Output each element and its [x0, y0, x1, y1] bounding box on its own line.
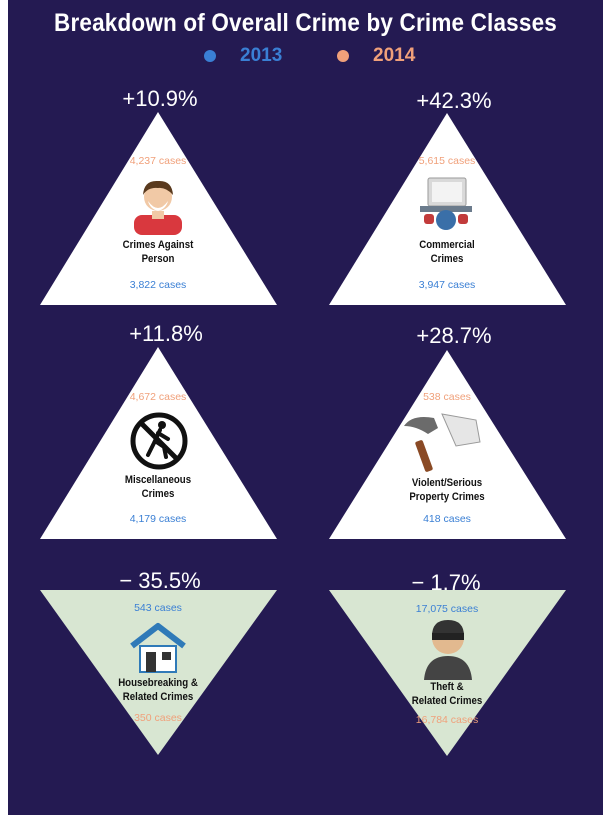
- cases-2013-crimes-against-person: 3,822 cases: [129, 279, 187, 291]
- category-line: Crimes: [430, 253, 464, 265]
- change-miscellaneous-crimes: +11.8%: [129, 321, 203, 346]
- triangle-violent-property-crimes: [329, 350, 566, 539]
- category-line: Crimes: [141, 488, 175, 500]
- person-icon: [134, 180, 182, 235]
- category-miscellaneous-crimes: Miscellaneous Crimes: [101, 473, 215, 501]
- category-line: Person: [141, 253, 175, 265]
- change-housebreaking-crimes: − 35.5%: [119, 568, 201, 593]
- change-commercial-crimes: +42.3%: [416, 88, 492, 113]
- category-line: Property Crimes: [409, 491, 485, 503]
- cases-2014-crimes-against-person: 4,237 cases: [129, 155, 187, 167]
- change-crimes-against-person: +10.9%: [122, 86, 198, 111]
- house-icon: [130, 623, 186, 673]
- category-line: Housebreaking &: [118, 677, 198, 689]
- cases-2014-violent-property-crimes: 538 cases: [423, 391, 471, 403]
- legend-label-2014: 2014: [373, 45, 416, 66]
- category-line: Violent/Serious: [411, 477, 483, 489]
- cases-2014-housebreaking-crimes: 350 cases: [134, 712, 182, 724]
- category-line: Commercial: [419, 239, 475, 251]
- legend-item-2014: 2014: [337, 44, 415, 68]
- change-violent-property-crimes: +28.7%: [416, 323, 492, 348]
- computer-desk-icon: [420, 177, 472, 230]
- cases-2013-commercial-crimes: 3,947 cases: [418, 279, 476, 291]
- category-line: Related Crimes: [122, 691, 194, 703]
- cases-2013-miscellaneous-crimes: 4,179 cases: [129, 513, 187, 525]
- category-line: Crimes Against: [122, 239, 194, 251]
- cases-2014-commercial-crimes: 5,615 cases: [418, 155, 476, 167]
- category-housebreaking-crimes: Housebreaking & Related Crimes: [101, 676, 215, 704]
- legend-dot-2013-icon: [204, 50, 216, 62]
- category-line: Related Crimes: [411, 695, 483, 707]
- no-walking-icon: [130, 412, 188, 470]
- cases-2013-housebreaking-crimes: 543 cases: [134, 602, 182, 614]
- category-theft-crimes: Theft & Related Crimes: [390, 680, 504, 708]
- cases-2013-theft-crimes: 17,075 cases: [415, 603, 479, 615]
- chart-title: Breakdown of Overall Crime by Crime Clas…: [54, 9, 557, 37]
- thief-icon: [424, 620, 472, 680]
- legend-dot-2014-icon: [337, 50, 349, 62]
- category-line: Theft &: [430, 681, 464, 693]
- category-violent-property-crimes: Violent/Serious Property Crimes: [390, 476, 504, 504]
- category-line: Miscellaneous: [124, 474, 192, 486]
- cases-2014-theft-crimes: 16,784 cases: [415, 714, 479, 726]
- category-commercial-crimes: Commercial Crimes: [390, 238, 504, 266]
- legend-item-2013: 2013: [204, 44, 282, 68]
- category-crimes-against-person: Crimes Against Person: [101, 238, 215, 266]
- cases-2014-miscellaneous-crimes: 4,672 cases: [129, 391, 187, 403]
- infographic-canvas: Breakdown of Overall Crime by Crime Clas…: [8, 0, 603, 815]
- legend-label-2013: 2013: [240, 45, 283, 66]
- cases-2013-violent-property-crimes: 418 cases: [423, 513, 471, 525]
- hammer-cleaver-icon: [404, 413, 481, 472]
